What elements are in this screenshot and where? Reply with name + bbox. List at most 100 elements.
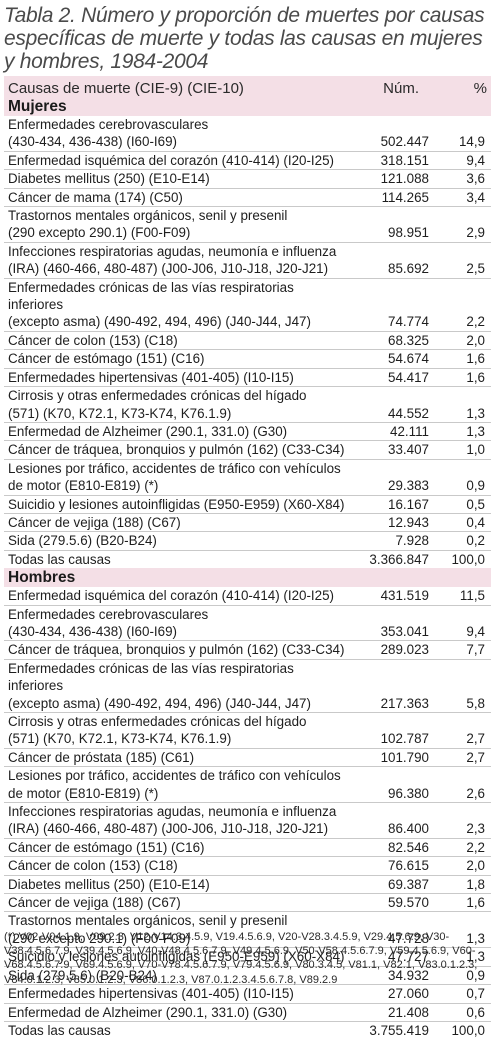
- table-row: Sida (279.5.6) (B20-B24) 34.932 0,9: [4, 967, 491, 986]
- total-row: Todas las causas 3.366.847 100,0: [4, 551, 491, 568]
- cause-name: Enfermedades hipertensivas (401-405) (I1…: [4, 369, 345, 386]
- cause-line: (571) (K70, K72.1, K73-K74, K76.1.9): [8, 405, 232, 421]
- deaths-count: 21.408: [388, 1004, 429, 1020]
- cause-name: Trastornos mentales orgánicos, senil y p…: [4, 912, 345, 947]
- cause-line: Cáncer de tráquea, bronquios y pulmón (1…: [8, 442, 345, 458]
- cause-name: Sida (279.5.6) (B20-B24): [4, 967, 345, 984]
- table-row: Cáncer de vejiga (188) (C67) 59.570 1,6: [4, 894, 491, 913]
- deaths-count: 85.692: [388, 261, 429, 277]
- cause-line: Enfermedad isquémica del corazón (410-41…: [8, 152, 335, 168]
- cause-line: Infecciones respiratorias agudas, neumon…: [8, 804, 337, 820]
- cause-line: Cáncer de estómago (151) (C16): [8, 839, 205, 855]
- deaths-count: 431.519: [380, 588, 429, 604]
- table-row: Cáncer de mama (174) (C50) 114.265 3,4: [4, 189, 491, 208]
- deaths-count: 114.265: [381, 189, 429, 205]
- table-row: Cirrosis y otras enfermedades crónicas d…: [4, 713, 491, 749]
- cause-line: Enfermedades cerebrovasculares: [8, 117, 209, 132]
- deaths-percent: 2,7: [466, 749, 485, 765]
- deaths-count: 27.060: [388, 986, 429, 1002]
- cause-line: (290 excepto 290.1) (F00-F09): [8, 225, 191, 241]
- deaths-percent: 1,0: [466, 442, 485, 458]
- table-row: Enfermedad de Alzheimer (290.1, 331.0) (…: [4, 423, 491, 442]
- deaths-count: 29.383: [388, 478, 429, 494]
- cause-line: Lesiones por tráfico, accidentes de tráf…: [8, 460, 341, 476]
- deaths-count: 353.041: [380, 623, 429, 639]
- cause-name: Enfermedades crónicas de las vías respir…: [4, 660, 345, 712]
- mortality-table: Causas de muerte (CIE-9) (CIE-10) Núm. %…: [4, 76, 491, 1039]
- table-row: Enfermedades hipertensivas (401-405) (I1…: [4, 985, 491, 1004]
- deaths-percent: 3,4: [466, 189, 485, 205]
- cause-line: Enfermedad isquémica del corazón (410-41…: [8, 588, 335, 604]
- deaths-percent: 0,9: [466, 478, 485, 494]
- cause-line: Cirrosis y otras enfermedades crónicas d…: [8, 388, 307, 404]
- deaths-percent: 0,7: [466, 986, 485, 1002]
- deaths-count: 59.570: [388, 895, 429, 911]
- deaths-count: 3.755.419: [369, 1022, 429, 1038]
- cause-line: (290 excepto 290.1) (F00-F09): [8, 930, 191, 946]
- cause-line: (IRA) (460-466, 480-487) (J00-J06, J10-J…: [8, 261, 329, 277]
- table-row: Infecciones respiratorias agudas, neumon…: [4, 803, 491, 839]
- cause-line: Enfermedades cerebrovasculares: [8, 606, 209, 622]
- cause-name: Diabetes mellitus (250) (E10-E14): [4, 170, 345, 187]
- deaths-percent: 0,6: [466, 1004, 485, 1020]
- table-row: Cáncer de estómago (151) (C16) 82.546 2,2: [4, 839, 491, 858]
- cause-name: Cirrosis y otras enfermedades crónicas d…: [4, 387, 345, 422]
- cause-line: Cáncer de vejiga (188) (C67): [8, 895, 181, 911]
- deaths-percent: 1,3: [466, 423, 485, 439]
- cause-name: Enfermedad de Alzheimer (290.1, 331.0) (…: [4, 423, 345, 440]
- cause-line: (excepto asma) (490-492, 494, 496) (J40-…: [8, 695, 311, 711]
- cause-line: (571) (K70, K72.1, K73-K74, K76.1.9): [8, 731, 232, 747]
- table-row: Cáncer de próstata (185) (C61) 101.790 2,7: [4, 749, 491, 768]
- deaths-count: 54.417: [388, 369, 429, 385]
- deaths-count: 54.674: [388, 351, 429, 367]
- table-row: Enfermedades crónicas de las vías respir…: [4, 660, 491, 713]
- table-row: Sida (279.5.6) (B20-B24) 7.928 0,2: [4, 532, 491, 551]
- table-row: Enfermedad isquémica del corazón (410-41…: [4, 587, 491, 606]
- cause-name: Cáncer de tráquea, bronquios y pulmón (1…: [4, 441, 345, 458]
- cause-line: Suicidio y lesiones autoinfligidas (E950…: [8, 949, 345, 965]
- deaths-percent: 11,5: [459, 588, 485, 604]
- cause-name: Sida (279.5.6) (B20-B24): [4, 532, 345, 549]
- table-row: Enfermedad isquémica del corazón (410-41…: [4, 152, 491, 171]
- header-pct: %: [473, 80, 487, 97]
- cause-name: Todas las causas: [4, 1022, 345, 1039]
- deaths-count: 318.151: [380, 152, 429, 168]
- table-row: Enfermedades crónicas de las vías respir…: [4, 279, 491, 332]
- cause-line: Diabetes mellitus (250) (E10-E14): [8, 171, 210, 187]
- deaths-percent: 1,6: [466, 895, 485, 911]
- cause-line: Todas las causas: [8, 1022, 111, 1038]
- cause-line: de motor (E810-E819) (*): [8, 785, 159, 801]
- section-title: Hombres: [4, 568, 491, 588]
- cause-line: Sida (279.5.6) (B20-B24): [8, 533, 157, 549]
- cause-line: Cáncer de próstata (185) (C61): [8, 749, 195, 765]
- deaths-count: 74.774: [388, 314, 429, 330]
- cause-name: Suicidio y lesiones autoinfligidas (E950…: [4, 948, 345, 965]
- table-row: Trastornos mentales orgánicos, senil y p…: [4, 912, 491, 949]
- table-row: Enfermedades hipertensivas (401-405) (I1…: [4, 369, 491, 388]
- deaths-percent: 1,3: [466, 930, 485, 946]
- deaths-percent: 0,2: [466, 533, 485, 549]
- cause-name: Cáncer de próstata (185) (C61): [4, 749, 345, 766]
- table-row: Lesiones por tráfico, accidentes de tráf…: [4, 460, 491, 496]
- cause-line: (IRA) (460-466, 480-487) (J00-J06, J10-J…: [8, 821, 329, 837]
- cause-line: de motor (E810-E819) (*): [8, 478, 159, 494]
- table-row: Suicidio y lesiones autoinfligidas (E950…: [4, 948, 491, 967]
- cause-line: Suicidio y lesiones autoinfligidas (E950…: [8, 496, 345, 512]
- deaths-percent: 2,0: [466, 858, 485, 874]
- total-row: Todas las causas 3.755.419 100,0: [4, 1022, 491, 1039]
- deaths-count: 101.790: [380, 749, 429, 765]
- cause-name: Enfermedad de Alzheimer (290.1, 331.0) (…: [4, 1004, 345, 1021]
- cause-line: (excepto asma) (490-492, 494, 496) (J40-…: [8, 314, 311, 330]
- deaths-count: 502.447: [380, 134, 429, 150]
- cause-line: Trastornos mentales orgánicos, senil y p…: [8, 208, 288, 224]
- cause-line: Enfermedades hipertensivas (401-405) (I1…: [8, 369, 294, 385]
- deaths-percent: 14,9: [458, 134, 485, 150]
- deaths-count: 12.943: [388, 514, 429, 530]
- cause-name: Cáncer de colon (153) (C18): [4, 332, 345, 349]
- table-row: Suicidio y lesiones autoinfligidas (E950…: [4, 496, 491, 514]
- deaths-percent: 9,4: [466, 623, 485, 639]
- deaths-count: 16.167: [388, 496, 429, 512]
- cause-line: Cáncer de colon (153) (C18): [8, 332, 178, 348]
- table-row: Lesiones por tráfico, accidentes de tráf…: [4, 767, 491, 804]
- deaths-percent: 5,8: [466, 695, 485, 711]
